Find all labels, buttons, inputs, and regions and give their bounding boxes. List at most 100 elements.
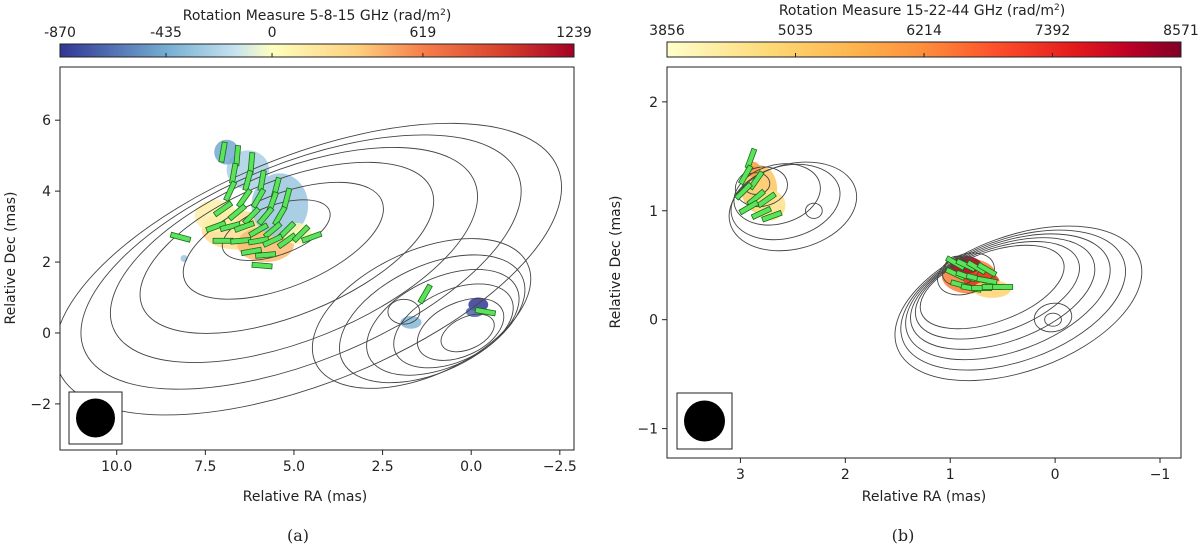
colorbar-b-title-sup: 2 — [1054, 3, 1060, 13]
x-axis-a-tick-label: 7.5 — [194, 459, 216, 475]
colorbar-a-ticks: -870 -435 0 619 1239 — [44, 25, 592, 57]
contour-level — [311, 238, 532, 389]
colorbar-a-tick-label: -870 — [44, 25, 76, 41]
evpa-vector — [417, 283, 433, 305]
evpa-vector — [218, 141, 228, 163]
colorbar-b-tick-label: 8571 — [1163, 23, 1199, 39]
contour-level — [910, 237, 1096, 350]
colorbar-b-tick-label: 5035 — [778, 23, 814, 39]
y-axis-b-tick-label: 1 — [649, 204, 658, 220]
evpa-vector — [250, 187, 267, 209]
evpa-vector — [240, 246, 263, 257]
x-axis-b-tick-label: 3 — [736, 467, 745, 483]
plot-frame-b — [666, 66, 1182, 459]
y-axis-b-label: Relative Dec (mas) — [608, 196, 624, 329]
plot-frame-a — [59, 66, 575, 451]
contour-level — [182, 181, 384, 300]
evpa-vector — [746, 188, 766, 207]
evpa-vector — [219, 221, 241, 233]
colorbar-a-title-sup: 2 — [440, 8, 446, 18]
evpa-vector — [254, 251, 277, 259]
plot-area-b — [728, 147, 1143, 382]
contour-level — [366, 268, 520, 376]
beam-ellipse-a — [76, 398, 115, 438]
x-axis-a-tick-label: −2.5 — [543, 459, 577, 475]
rm-patch — [251, 173, 309, 238]
plot-area-a — [60, 122, 562, 416]
colorbar-a — [59, 43, 575, 58]
evpa-vector — [242, 169, 254, 192]
contour-level — [914, 241, 1080, 340]
contour-level — [805, 202, 823, 219]
evpa-vector — [761, 209, 783, 223]
evpa-vectors-b — [734, 147, 1014, 293]
colorbar-b-tick-label: 7392 — [1035, 23, 1071, 39]
y-axis-b-ticks: −1 0 1 2 — [637, 95, 667, 438]
x-axis-a-ticks: 10.0 7.5 5.0 2.5 0.0 −2.5 — [101, 450, 577, 475]
contour-level — [393, 283, 514, 369]
y-axis-a-tick-label: 0 — [42, 326, 51, 342]
contour-level — [221, 199, 331, 261]
beam-box-a — [68, 391, 123, 445]
colorbar-b-title: Rotation Measure 15-22-44 GHz (rad/m2) — [779, 3, 1065, 19]
colorbar-a-tick-label: -435 — [150, 25, 182, 41]
evpa-vector — [212, 200, 234, 218]
evpa-vector — [276, 232, 298, 250]
evpa-vector — [169, 231, 192, 243]
evpa-vector — [734, 181, 753, 201]
x-axis-b-tick-label: 2 — [841, 467, 850, 483]
contour-level — [387, 298, 421, 325]
colorbar-a-tick-label: 1239 — [556, 25, 592, 41]
x-axis-a-label: Relative RA (mas) — [243, 489, 368, 505]
colorbar-a-title-close: ) — [446, 8, 451, 24]
contour-level — [937, 252, 995, 296]
colorbar-a-title: Rotation Measure 5-8-15 GHz (rad/m2) — [183, 8, 452, 24]
evpa-vector — [474, 307, 497, 317]
evpa-vector — [750, 205, 773, 220]
x-axis-a-tick-label: 10.0 — [101, 459, 132, 475]
contour-level — [109, 146, 478, 363]
colorbar-b-title-close: ) — [1060, 3, 1065, 19]
contour-level — [1033, 302, 1073, 333]
evpa-vector — [227, 203, 248, 222]
panel-b-caption: (b) — [892, 526, 915, 545]
contour-level — [339, 254, 526, 384]
evpa-vector — [291, 224, 311, 244]
y-axis-b-tick-label: −1 — [637, 422, 658, 438]
evpa-vector — [248, 222, 269, 238]
y-axis-a-tick-label: −2 — [30, 397, 51, 413]
x-axis-a-tick-label: 2.5 — [371, 459, 393, 475]
y-axis-b-tick-label: 2 — [649, 95, 658, 111]
y-axis-a-tick-label: 4 — [42, 184, 51, 200]
colorbar-b-tick-label: 3856 — [649, 23, 685, 39]
contour-level — [416, 297, 505, 361]
evpa-vector — [235, 188, 253, 209]
evpa-vector — [256, 206, 275, 226]
x-axis-b-tick-label: −1 — [1150, 467, 1171, 483]
evpa-vector — [212, 237, 234, 244]
evpa-vector — [251, 261, 273, 270]
evpa-vector — [976, 275, 998, 286]
contour-level — [728, 161, 858, 252]
contours-b — [728, 161, 1143, 382]
evpa-vector — [205, 220, 227, 233]
colorbar-a-tick-label: 619 — [410, 25, 437, 41]
contour-level — [919, 244, 1065, 330]
y-axis-a-tick-label: 2 — [42, 255, 51, 271]
evpa-vector — [747, 170, 765, 191]
evpa-vector — [242, 206, 261, 226]
x-axis-b-tick-label: 1 — [946, 467, 955, 483]
evpa-vector — [247, 236, 270, 246]
contour-level — [440, 313, 495, 353]
evpa-vector — [756, 191, 777, 209]
panel-b: Rotation Measure 15-22-44 GHz (rad/m2) 3… — [608, 3, 1199, 545]
beam-ellipse-b — [684, 400, 725, 442]
colorbar-a-title-main: Rotation Measure 5-8-15 GHz (rad/m — [183, 8, 440, 24]
colorbar-b-title-main: Rotation Measure 15-22-44 GHz (rad/m — [779, 3, 1054, 19]
x-axis-b-ticks: 3 2 1 0 −1 — [736, 458, 1170, 483]
contour-level — [905, 233, 1111, 361]
evpa-vector — [976, 261, 998, 278]
panel-a: Rotation Measure 5-8-15 GHz (rad/m2) -87… — [3, 8, 592, 545]
beam-box-b — [676, 392, 733, 450]
